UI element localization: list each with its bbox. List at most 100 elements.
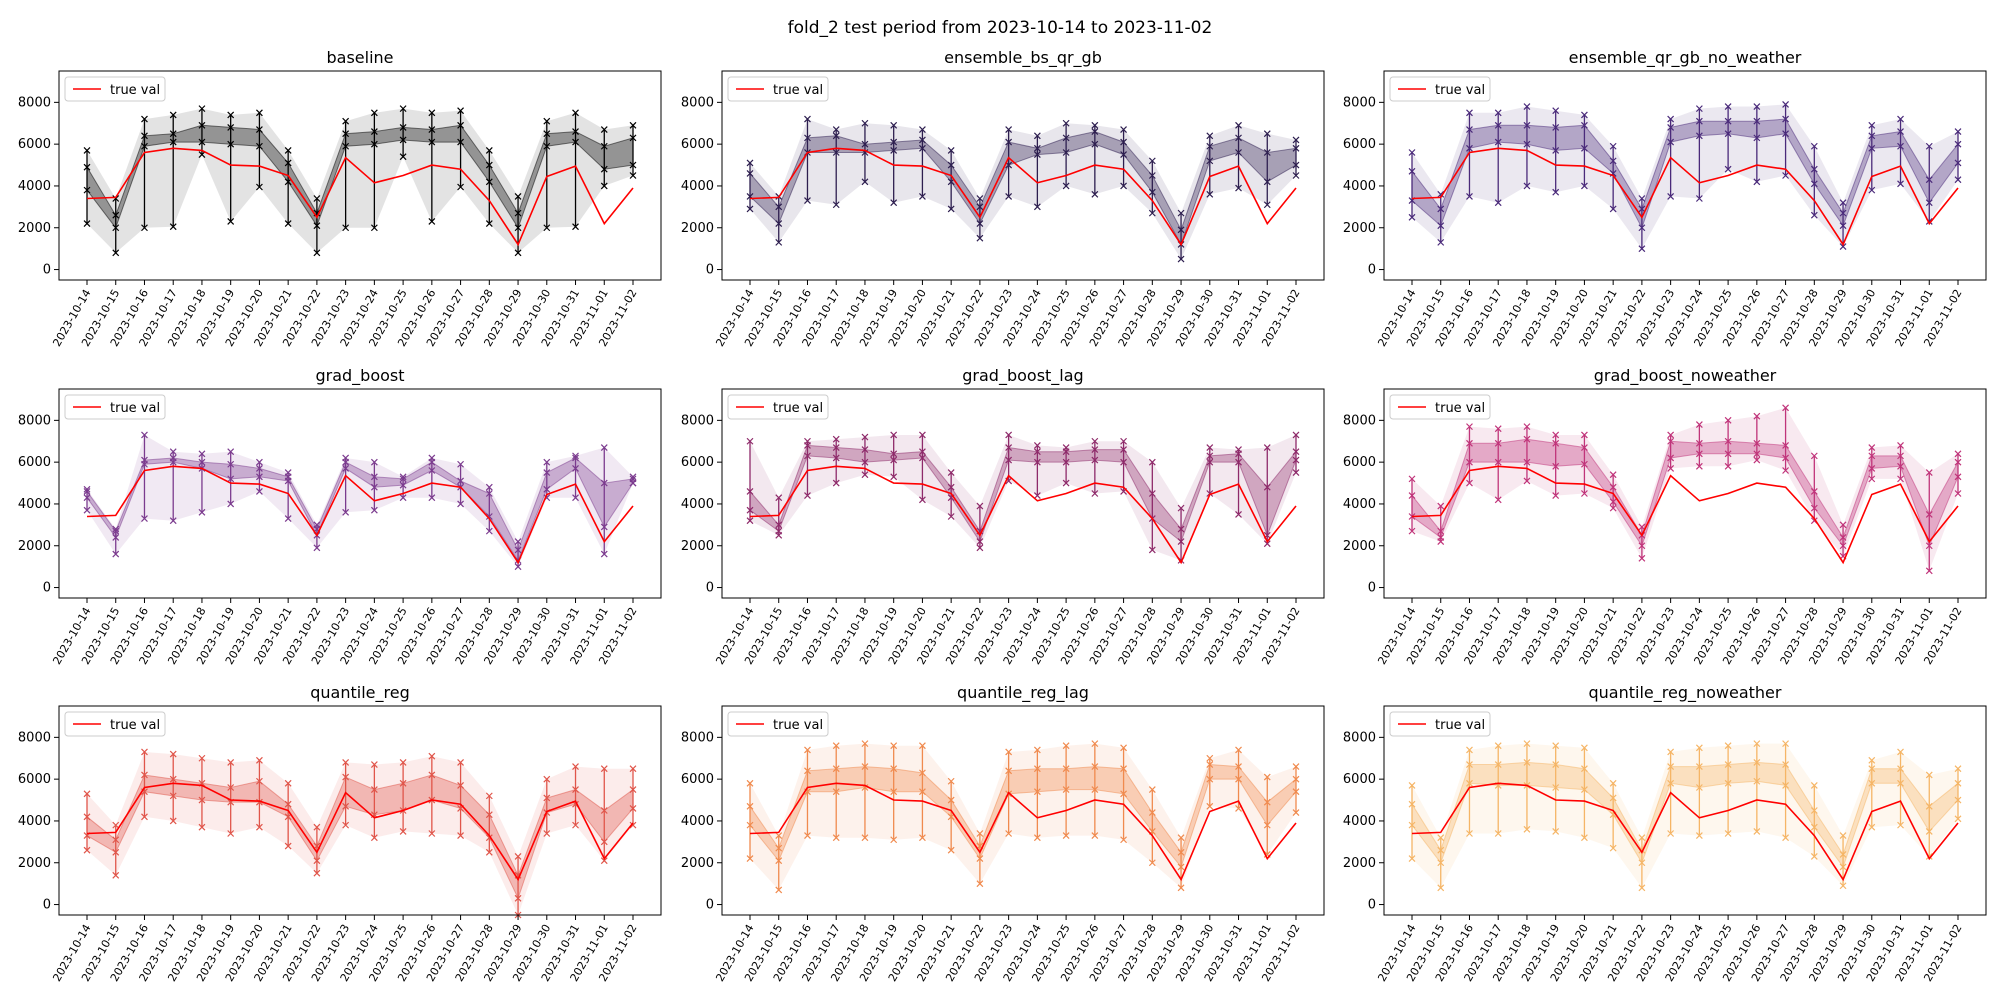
quantile-marker xyxy=(890,121,898,129)
quantile-marker xyxy=(832,201,840,209)
quantile-marker xyxy=(1033,492,1041,500)
quantile-marker xyxy=(832,132,840,140)
quantile-marker xyxy=(1580,144,1588,152)
quantile-marker xyxy=(1925,142,1933,150)
axes-frame xyxy=(721,70,1325,281)
quantile-marker xyxy=(255,142,263,150)
quantile-marker xyxy=(399,481,407,489)
quantile-marker xyxy=(1091,490,1099,497)
quantile-marker xyxy=(1695,784,1703,791)
quantile-marker xyxy=(1810,452,1818,460)
subplot-baseline: baseline020004000600080002023-10-142023-… xyxy=(18,48,662,349)
quantile-marker xyxy=(112,249,120,257)
subplot-title: ensemble_qr_gb_no_weather xyxy=(1569,48,1802,68)
quantile-marker xyxy=(342,821,350,829)
legend-label: true val xyxy=(1435,83,1485,98)
quantile-marker xyxy=(169,454,177,462)
quantile-marker xyxy=(141,748,148,756)
quantile-marker xyxy=(1494,742,1502,750)
quantile-marker xyxy=(1292,469,1300,477)
quantile-marker xyxy=(1494,439,1502,447)
quantile-marker xyxy=(457,107,465,115)
quantile-marker xyxy=(1667,830,1675,837)
quantile-marker xyxy=(746,855,754,862)
quantile-marker xyxy=(1062,765,1070,773)
quantile-marker xyxy=(1292,809,1300,817)
quantile-marker xyxy=(543,469,551,477)
quantile-marker xyxy=(1810,142,1818,150)
quantile-marker xyxy=(399,124,407,131)
y-tick-label: 8000 xyxy=(681,413,714,428)
quantile-marker xyxy=(1667,192,1675,200)
quantile-marker xyxy=(457,500,465,508)
quantile-marker xyxy=(1724,437,1732,445)
quantile-marker xyxy=(804,115,811,123)
quantile-marker xyxy=(1580,121,1588,129)
quantile-marker xyxy=(399,105,407,113)
quantile-marker xyxy=(370,128,378,136)
quantile-marker xyxy=(1839,850,1847,858)
quantile-marker xyxy=(313,869,321,877)
quantile-marker xyxy=(1810,487,1818,495)
quantile-marker xyxy=(1005,192,1013,200)
quantile-marker xyxy=(1925,176,1933,184)
quantile-marker xyxy=(746,205,754,213)
y-tick-label: 4000 xyxy=(1343,814,1376,829)
quantile-marker xyxy=(1206,132,1214,140)
quantile-marker xyxy=(342,508,350,516)
quantile-marker xyxy=(600,838,608,846)
quantile-marker xyxy=(543,142,551,150)
legend: true val xyxy=(64,76,166,102)
quantile-marker xyxy=(169,130,177,138)
quantile-marker xyxy=(804,746,811,754)
quantile-marker xyxy=(1005,444,1013,451)
y-tick-label: 4000 xyxy=(18,814,51,829)
quantile-marker xyxy=(1954,159,1962,167)
quantile-marker xyxy=(83,220,91,227)
quantile-marker xyxy=(1292,136,1300,144)
quantile-marker xyxy=(1494,458,1502,466)
quantile-marker xyxy=(1667,138,1675,146)
true-value-line xyxy=(1411,782,1959,882)
quantile-marker xyxy=(1667,115,1675,123)
quantile-marker xyxy=(514,192,522,200)
quantile-marker xyxy=(804,767,811,775)
quantile-marker xyxy=(1120,138,1128,146)
true-value-line xyxy=(749,782,1297,882)
quantile-marker xyxy=(1206,142,1214,150)
quantile-marker xyxy=(141,771,148,779)
quantile-marker xyxy=(775,521,783,529)
quantile-marker xyxy=(1091,190,1099,198)
quantile-marker xyxy=(976,203,984,211)
quantile-marker xyxy=(141,813,148,821)
quantile-marker xyxy=(112,550,120,558)
quantile-marker xyxy=(1954,490,1962,497)
y-tick-label: 8000 xyxy=(18,730,51,745)
quantile-marker xyxy=(832,834,840,842)
quantile-marker xyxy=(284,159,292,167)
figure-suptitle: fold_2 test period from 2023-10-14 to 20… xyxy=(788,18,1213,38)
quantile-marker xyxy=(1235,149,1242,156)
quantile-marker xyxy=(1177,884,1185,892)
y-tick-label: 6000 xyxy=(18,455,51,470)
quantile-marker xyxy=(600,444,608,451)
quantile-marker xyxy=(227,830,235,837)
quantile-marker xyxy=(1148,859,1156,867)
quantile-marker xyxy=(861,763,869,771)
quantile-marker xyxy=(1897,779,1904,787)
quantile-marker xyxy=(1523,740,1531,748)
true-value-line xyxy=(86,782,634,882)
quantile-marker xyxy=(514,853,522,860)
quantile-marker xyxy=(1638,195,1646,202)
quantile-marker xyxy=(1120,437,1128,445)
quantile-marker xyxy=(1753,412,1761,420)
quantile-marker xyxy=(485,848,493,856)
subplot-ensemble_qr_gb_no_weather: ensemble_qr_gb_no_weather 0 2000 4000 6000 80… xyxy=(1343,48,1987,349)
quantile-marker xyxy=(572,464,579,472)
quantile-marker xyxy=(1437,884,1445,892)
subplot-title: grad_boost_noweather xyxy=(1594,366,1777,386)
legend: true val xyxy=(1389,76,1491,102)
quantile-marker xyxy=(514,224,522,232)
quantile-marker xyxy=(1263,798,1271,806)
quantile-marker xyxy=(83,487,91,495)
